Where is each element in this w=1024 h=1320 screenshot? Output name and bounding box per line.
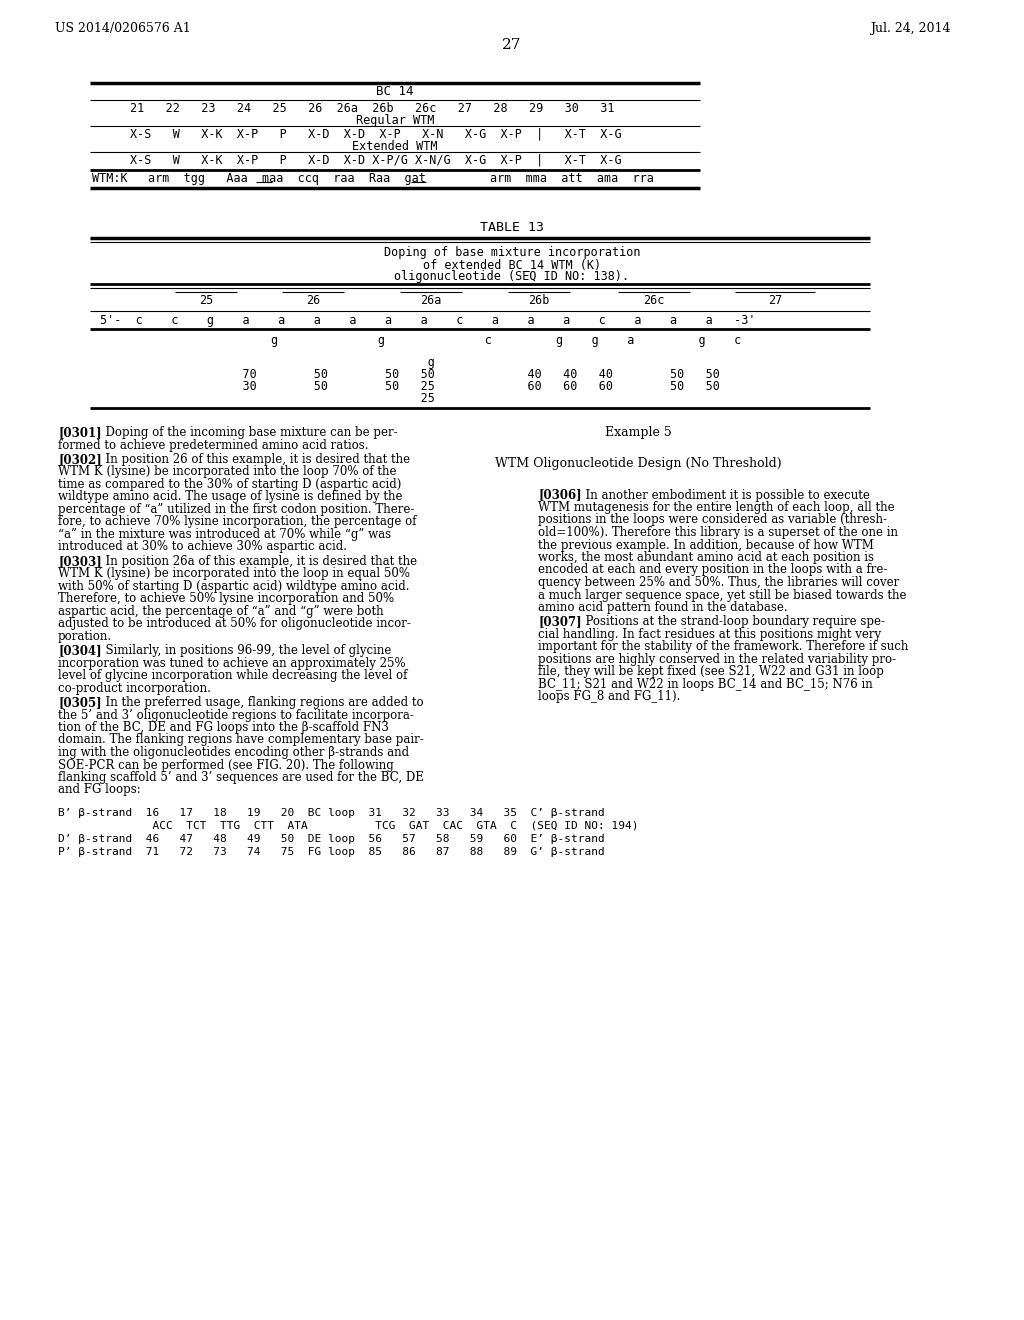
Text: domain. The flanking regions have complementary base pair-: domain. The flanking regions have comple… [58,734,424,747]
Text: amino acid pattern found in the database.: amino acid pattern found in the database… [538,601,787,614]
Text: [0304]: [0304] [58,644,101,657]
Text: adjusted to be introduced at 50% for oligonucleotide incor-: adjusted to be introduced at 50% for oli… [58,618,411,630]
Text: 26c: 26c [643,294,665,308]
Text: WTM:K: WTM:K [92,172,128,185]
Text: incorporation was tuned to achieve an approximately 25%: incorporation was tuned to achieve an ap… [58,656,406,669]
Text: formed to achieve predetermined amino acid ratios.: formed to achieve predetermined amino ac… [58,438,369,451]
Text: ACC  TCT  TTG  CTT  ATA          TCG  GAT  CAC  GTA  C  (SEQ ID NO: 194): ACC TCT TTG CTT ATA TCG GAT CAC GTA C (S… [58,821,639,830]
Text: Extended WTM: Extended WTM [352,140,437,153]
Text: loops FG_8 and FG_11).: loops FG_8 and FG_11). [538,690,680,704]
Text: fore, to achieve 70% lysine incorporation, the percentage of: fore, to achieve 70% lysine incorporatio… [58,515,417,528]
Text: important for the stability of the framework. Therefore if such: important for the stability of the frame… [538,640,908,653]
Text: SOE-PCR can be performed (see FIG. 20). The following: SOE-PCR can be performed (see FIG. 20). … [58,759,394,771]
Text: introduced at 30% to achieve 30% aspartic acid.: introduced at 30% to achieve 30% asparti… [58,540,347,553]
Text: percentage of “a” utilized in the first codon position. There-: percentage of “a” utilized in the first … [58,503,415,516]
Text: file, they will be kept fixed (see S21, W22 and G31 in loop: file, they will be kept fixed (see S21, … [538,665,884,678]
Text: and FG loops:: and FG loops: [58,784,140,796]
Text: Similarly, in positions 96-99, the level of glycine: Similarly, in positions 96-99, the level… [98,644,391,657]
Text: poration.: poration. [58,630,112,643]
Text: old=100%). Therefore this library is a superset of the one in: old=100%). Therefore this library is a s… [538,525,898,539]
Text: aspartic acid, the percentage of “a” and “g” were both: aspartic acid, the percentage of “a” and… [58,605,384,618]
Text: 26a: 26a [420,294,441,308]
Text: BC 14: BC 14 [376,84,414,98]
Text: X-S   W   X-K  X-P   P   X-D  X-D X-P/G X-N/G  X-G  X-P  |   X-T  X-G: X-S W X-K X-P P X-D X-D X-P/G X-N/G X-G … [130,154,622,168]
Text: 27: 27 [768,294,782,308]
Text: Regular WTM: Regular WTM [355,114,434,127]
Text: In the preferred usage, flanking regions are added to: In the preferred usage, flanking regions… [98,696,424,709]
Text: WTM mutagenesis for the entire length of each loop, all the: WTM mutagenesis for the entire length of… [538,502,895,513]
Text: Doping of base mixture incorporation: Doping of base mixture incorporation [384,246,640,259]
Text: WTM Oligonucleotide Design (No Threshold): WTM Oligonucleotide Design (No Threshold… [495,457,781,470]
Text: US 2014/0206576 A1: US 2014/0206576 A1 [55,22,190,36]
Text: 30        50        50   25             60   60   60        50   50: 30 50 50 25 60 60 60 50 50 [100,380,720,393]
Text: positions are highly conserved in the related variability pro-: positions are highly conserved in the re… [538,653,896,665]
Text: In position 26 of this example, it is desired that the: In position 26 of this example, it is de… [98,453,411,466]
Text: [0307]: [0307] [538,615,582,628]
Text: In position 26a of this example, it is desired that the: In position 26a of this example, it is d… [98,554,417,568]
Text: BC_11; S21 and W22 in loops BC_14 and BC_15; N76 in: BC_11; S21 and W22 in loops BC_14 and BC… [538,678,872,690]
Text: quency between 25% and 50%. Thus, the libraries will cover: quency between 25% and 50%. Thus, the li… [538,576,899,589]
Text: [0301]: [0301] [58,426,101,440]
Text: 26: 26 [306,294,321,308]
Text: flanking scaffold 5’ and 3’ sequences are used for the BC, DE: flanking scaffold 5’ and 3’ sequences ar… [58,771,424,784]
Text: the 5’ and 3’ oligonucleotide regions to facilitate incorpora-: the 5’ and 3’ oligonucleotide regions to… [58,709,414,722]
Text: B’ β-strand  16   17   18   19   20  BC loop  31   32   33   34   35  C’ β-stran: B’ β-strand 16 17 18 19 20 BC loop 31 32… [58,808,605,818]
Text: [0303]: [0303] [58,554,101,568]
Text: co-product incorporation.: co-product incorporation. [58,681,211,694]
Text: [0302]: [0302] [58,453,101,466]
Text: In another embodiment it is possible to execute: In another embodiment it is possible to … [578,488,869,502]
Text: WTM K (lysine) be incorporated into the loop in equal 50%: WTM K (lysine) be incorporated into the … [58,568,410,581]
Text: 70        50        50   50             40   40   40        50   50: 70 50 50 50 40 40 40 50 50 [100,368,720,381]
Text: oligonucleotide (SEQ ID NO: 138).: oligonucleotide (SEQ ID NO: 138). [394,271,630,282]
Text: time as compared to the 30% of starting D (aspartic acid): time as compared to the 30% of starting … [58,478,401,491]
Text: Therefore, to achieve 50% lysine incorporation and 50%: Therefore, to achieve 50% lysine incorpo… [58,593,394,606]
Text: Positions at the strand-loop boundary require spe-: Positions at the strand-loop boundary re… [578,615,885,628]
Text: X-S   W   X-K  X-P   P   X-D  X-D  X-P   X-N   X-G  X-P  |   X-T  X-G: X-S W X-K X-P P X-D X-D X-P X-N X-G X-P … [130,128,622,141]
Text: [0306]: [0306] [538,488,582,502]
Text: 21   22   23   24   25   26  26a  26b   26c   27   28   29   30   31: 21 22 23 24 25 26 26a 26b 26c 27 28 29 3… [130,102,614,115]
Text: P’ β-strand  71   72   73   74   75  FG loop  85   86   87   88   89  G’ β-stran: P’ β-strand 71 72 73 74 75 FG loop 85 86… [58,847,605,857]
Text: Example 5: Example 5 [604,426,672,440]
Text: “a” in the mixture was introduced at 70% while “g” was: “a” in the mixture was introduced at 70%… [58,528,391,541]
Text: D’ β-strand  46   47   48   49   50  DE loop  56   57   58   59   60  E’ β-stran: D’ β-strand 46 47 48 49 50 DE loop 56 57… [58,834,605,843]
Text: Jul. 24, 2014: Jul. 24, 2014 [870,22,950,36]
Text: 5'-  c    c    g    a    a    a    a    a    a    c    a    a    a    c    a    : 5'- c c g a a a a a a c a a a c a [100,314,756,327]
Text: a much larger sequence space, yet still be biased towards the: a much larger sequence space, yet still … [538,589,906,602]
Text: 26b: 26b [528,294,550,308]
Text: the previous example. In addition, because of how WTM: the previous example. In addition, becau… [538,539,873,552]
Text: Doping of the incoming base mixture can be per-: Doping of the incoming base mixture can … [98,426,397,440]
Text: positions in the loops were considered as variable (thresh-: positions in the loops were considered a… [538,513,887,527]
Text: 27: 27 [503,38,521,51]
Text: 25: 25 [100,392,435,405]
Text: encoded at each and every position in the loops with a fre-: encoded at each and every position in th… [538,564,888,577]
Text: 25: 25 [199,294,213,308]
Text: works, the most abundant amino acid at each position is: works, the most abundant amino acid at e… [538,550,874,564]
Text: level of glycine incorporation while decreasing the level of: level of glycine incorporation while dec… [58,669,408,682]
Text: g: g [100,356,435,370]
Text: ing with the oligonucleotides encoding other β-strands and: ing with the oligonucleotides encoding o… [58,746,410,759]
Text: g              g              c         g    g    a         g    c: g g c g g a g c [100,334,741,347]
Text: cial handling. In fact residues at this positions might very: cial handling. In fact residues at this … [538,628,881,642]
Text: WTM K (lysine) be incorporated into the loop 70% of the: WTM K (lysine) be incorporated into the … [58,466,396,478]
Text: arm  tgg   Aaa  maa  ccq  raa  Raa  gat         arm  mma  att  ama  rra: arm tgg Aaa maa ccq raa Raa gat arm mma … [148,172,654,185]
Text: TABLE 13: TABLE 13 [480,220,544,234]
Text: tion of the BC, DE and FG loops into the β-scaffold FN3: tion of the BC, DE and FG loops into the… [58,721,389,734]
Text: [0305]: [0305] [58,696,101,709]
Text: wildtype amino acid. The usage of lysine is defined by the: wildtype amino acid. The usage of lysine… [58,490,402,503]
Text: with 50% of starting D (aspartic acid) wildtype amino acid.: with 50% of starting D (aspartic acid) w… [58,579,410,593]
Text: of extended BC_14 WTM (K): of extended BC_14 WTM (K) [423,257,601,271]
